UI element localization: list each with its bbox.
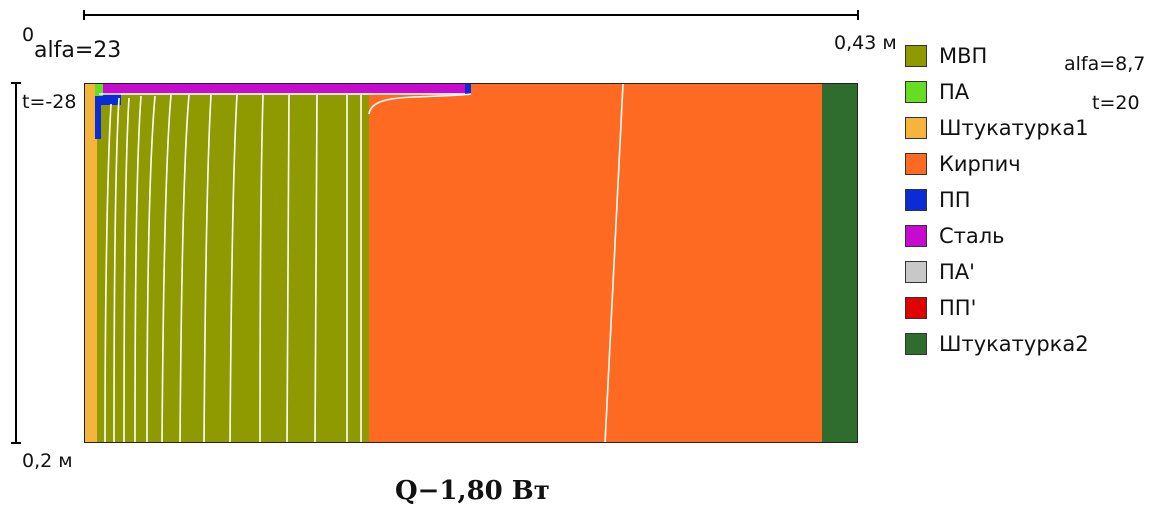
legend-item-pa: ПА <box>905 78 1135 104</box>
top-end-label: 0,43 м <box>834 34 897 53</box>
left-rule-end-tick <box>11 442 21 444</box>
left-alfa-label: alfa=23 <box>34 40 121 62</box>
top-rule-start-tick <box>83 10 85 20</box>
legend-label: Сталь <box>939 226 1005 247</box>
mvp-swatch <box>905 45 927 67</box>
pa-prime-swatch <box>905 261 927 283</box>
left-temp-label: t=-28 <box>22 93 76 112</box>
legend-label: Штукатурка1 <box>939 118 1089 139</box>
legend-item-brick: Кирпич <box>905 150 1135 176</box>
brick-region <box>369 84 822 443</box>
legend-label: МВП <box>939 46 987 67</box>
plaster2-swatch <box>905 333 927 355</box>
plaster1-swatch <box>905 117 927 139</box>
legend-label: ПА' <box>939 262 975 283</box>
top-origin-label: 0 <box>22 26 34 45</box>
thermal-field-diagram <box>84 83 858 443</box>
pp-strip <box>95 91 101 139</box>
legend-item-plaster2: Штукатурка2 <box>905 330 1135 356</box>
legend-item-mvp: МВП <box>905 42 1135 68</box>
legend-label: Кирпич <box>939 154 1021 175</box>
pp-prime-swatch <box>905 297 927 319</box>
thermal-field-svg <box>85 84 858 443</box>
legend-item-plaster1: Штукатурка1 <box>905 114 1135 140</box>
legend-label: ПП' <box>939 298 976 319</box>
plaster2-region <box>822 84 858 443</box>
top-rule-end-tick <box>857 10 859 20</box>
legend-item-pp-prime: ПП' <box>905 294 1135 320</box>
brick-swatch <box>905 153 927 175</box>
legend-item-pa-prime: ПА' <box>905 258 1135 284</box>
steel-swatch <box>905 225 927 247</box>
left-end-label: 0,2 м <box>22 452 73 471</box>
left-dimension-line <box>15 83 17 443</box>
legend-item-pp: ПП <box>905 186 1135 212</box>
legend-label: ПП <box>939 190 971 211</box>
left-rule-start-tick <box>11 82 21 84</box>
steel-element <box>97 84 469 93</box>
heat-flow-result: Q−1,80 Вт <box>395 478 550 504</box>
legend-label: ПА <box>939 82 969 103</box>
legend-label: Штукатурка2 <box>939 334 1089 355</box>
pa-swatch <box>905 81 927 103</box>
top-dimension-line <box>84 14 858 16</box>
legend-item-steel: Сталь <box>905 222 1135 248</box>
mineral-wool-region <box>97 84 369 443</box>
pp-swatch <box>905 189 927 211</box>
